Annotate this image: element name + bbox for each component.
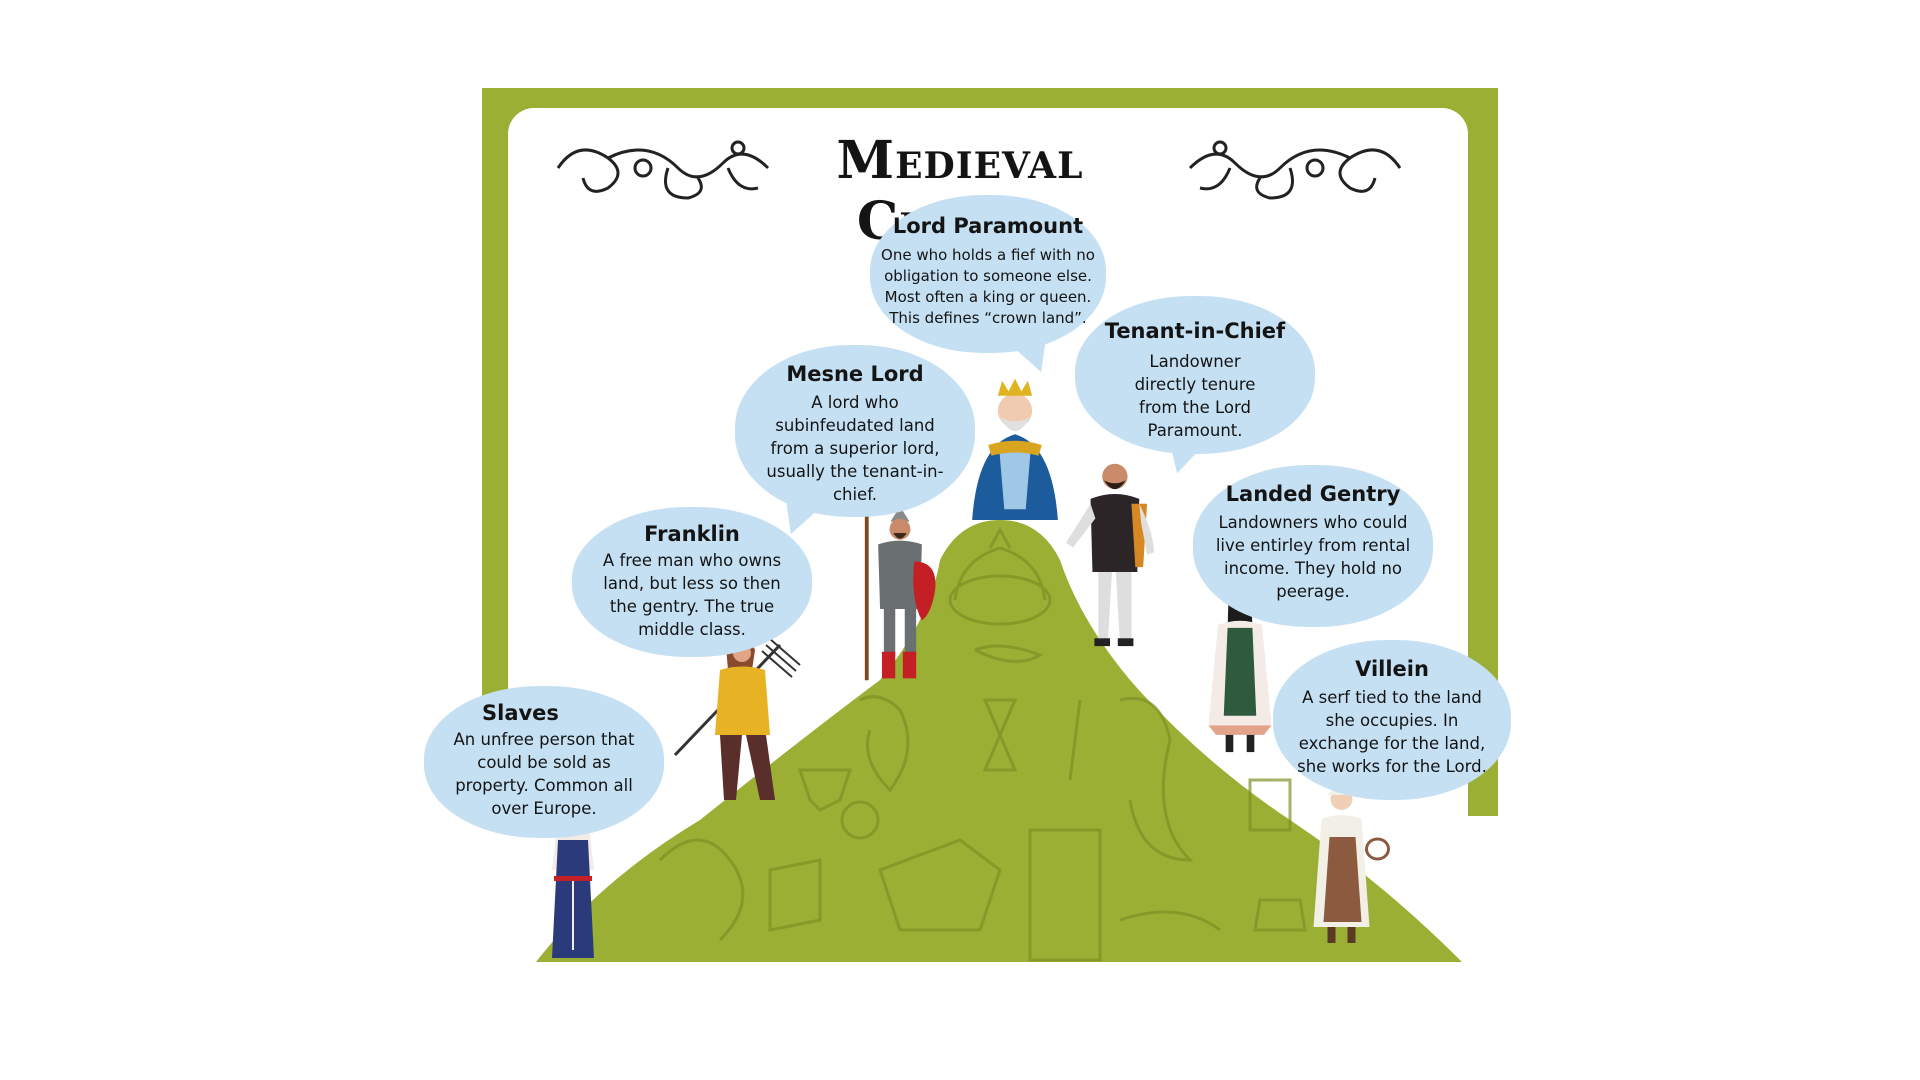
knight-figure-icon	[862, 495, 936, 681]
bubble-lord-paramount: Lord Paramount One who holds a fief with…	[870, 195, 1106, 378]
bubble-title: Slaves	[482, 701, 559, 725]
flourish-right-icon	[1188, 140, 1402, 200]
lord-figure-icon	[1066, 463, 1154, 647]
bubble-title: Villein	[1355, 657, 1429, 681]
bubble-title: Tenant-in-Chief	[1104, 319, 1286, 343]
bubble-description: A lord who subinfeudated land from a sup…	[766, 393, 944, 504]
bubble-slaves: Slaves An unfree person that could be so…	[424, 686, 664, 838]
bubble-mesne-lord: Mesne Lord A lord who subinfeudated land…	[735, 345, 975, 540]
bubble-description: A free man who owns land, but less so th…	[602, 551, 782, 639]
bubble-description: Landowners who could live entirley from …	[1215, 513, 1411, 601]
bubble-description: Landowner directly tenure from the Lord …	[1134, 352, 1256, 440]
bubble-description: A serf tied to the land she occupies. In…	[1297, 688, 1487, 776]
villein-figure-icon	[1313, 787, 1390, 943]
king-figure-icon	[972, 378, 1058, 520]
bubble-title: Franklin	[644, 522, 740, 546]
flourish-left-icon	[556, 140, 770, 200]
bubble-description: One who holds a fief with no obligation …	[881, 246, 1095, 327]
bubble-landed-gentry: Landed Gentry Landowners who could live …	[1193, 465, 1433, 627]
bubble-description: An unfree person that could be sold as p…	[453, 730, 635, 818]
bubble-title: Landed Gentry	[1225, 482, 1401, 506]
bubble-title: Mesne Lord	[786, 362, 924, 386]
bubble-franklin: Franklin A free man who owns land, but l…	[572, 507, 812, 657]
bubble-tenant-in-chief: Tenant-in-Chief Landowner directly tenur…	[1075, 296, 1315, 478]
bubble-title: Lord Paramount	[892, 214, 1084, 238]
bubble-villein: Villein A serf tied to the land she occu…	[1273, 640, 1511, 800]
